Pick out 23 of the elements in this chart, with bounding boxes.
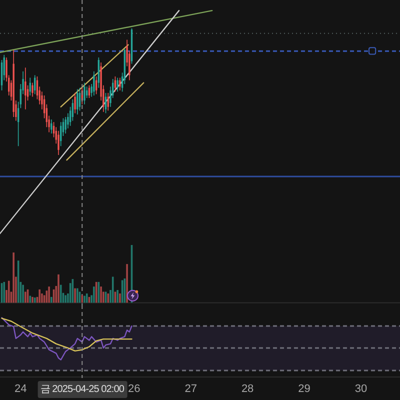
candlestick: [116, 77, 118, 92]
candlestick: [58, 130, 60, 156]
candlestick: [34, 74, 36, 95]
x-tick-label: 24: [14, 383, 27, 395]
candlestick: [32, 82, 34, 98]
candlestick: [24, 67, 26, 110]
candlestick: [64, 116, 66, 134]
candlestick: [119, 77, 121, 91]
candlestick: [84, 82, 86, 105]
candlestick: [50, 119, 52, 134]
candlestick: [104, 92, 107, 114]
candlestick: [107, 92, 109, 112]
candlestick: [93, 70, 95, 96]
x-tick-label: 29: [298, 383, 310, 395]
x-tick-label: 30: [354, 383, 368, 395]
candlestick: [95, 76, 98, 95]
x-tick-label: 27: [184, 383, 197, 395]
x-tick-label: 26: [128, 383, 140, 395]
x-tick-label: 28: [241, 383, 254, 395]
candlestick: [114, 76, 116, 92]
ref-line-label: 금 2025-04-25 02:00: [40, 384, 125, 395]
candlestick: [76, 88, 78, 115]
candlestick: [74, 92, 76, 114]
